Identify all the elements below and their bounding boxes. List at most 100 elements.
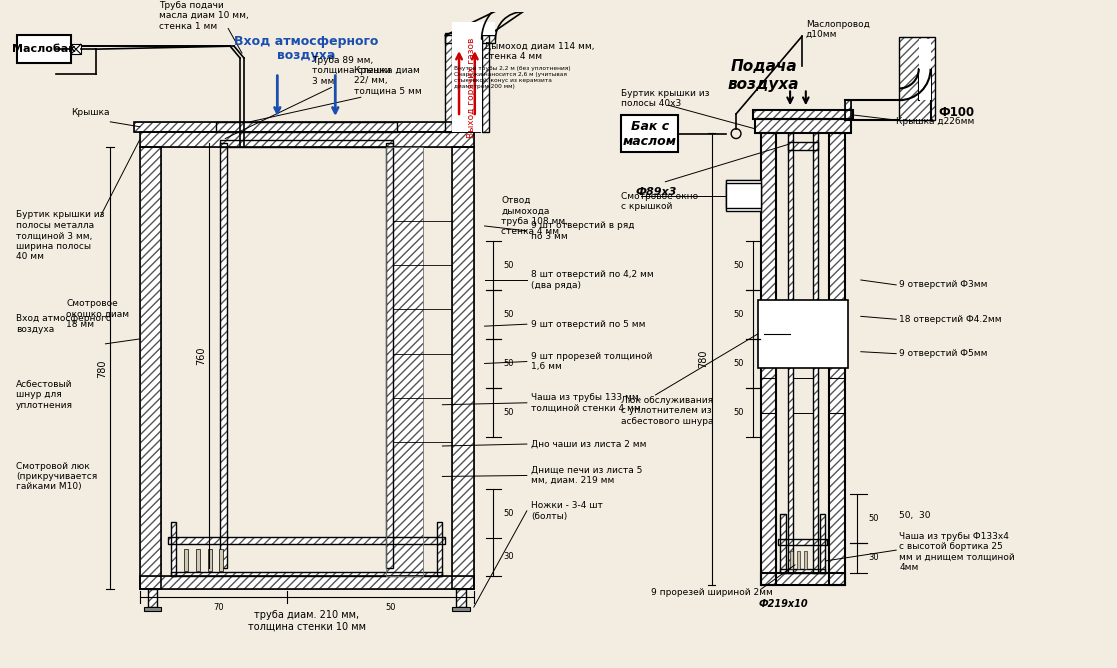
Bar — [755, 119, 851, 133]
Text: Вход атмосферного: Вход атмосферного — [233, 35, 378, 48]
Bar — [140, 148, 162, 589]
Text: 780: 780 — [698, 349, 708, 368]
Text: 50: 50 — [504, 261, 514, 270]
Bar — [217, 122, 398, 132]
Text: 50: 50 — [504, 310, 514, 319]
Bar — [171, 522, 176, 576]
Bar — [171, 572, 442, 576]
Text: 50: 50 — [734, 310, 744, 319]
Text: Смотровой люк
(прикручивается
гайками М10): Смотровой люк (прикручивается гайками М1… — [16, 462, 97, 492]
Bar — [171, 572, 442, 576]
Text: 30: 30 — [504, 552, 514, 562]
Text: 9 шт отверстий в ряд
по 3 мм: 9 шт отверстий в ряд по 3 мм — [531, 221, 634, 240]
Text: 18 отверстий Ф4.2мм: 18 отверстий Ф4.2мм — [899, 315, 1002, 324]
Text: Асбестовый
шнур для
уплотнения: Асбестовый шнур для уплотнения — [16, 380, 73, 410]
Text: Выход горячих газов: Выход горячих газов — [467, 37, 476, 138]
Text: Отвод
дымохода
труба 108 мм,
стенка 4 мм: Отвод дымохода труба 108 мм, стенка 4 мм — [502, 196, 569, 236]
Text: Труба 89 мм,
толщина стенки
3 мм: Труба 89 мм, толщина стенки 3 мм — [312, 56, 391, 86]
Text: Буртик крышки из
полосы металла
толщиной 3 мм,
ширина полосы
40 мм: Буртик крышки из полосы металла толщиной… — [16, 210, 105, 261]
Bar — [446, 33, 452, 132]
Text: Маслопровод
д10мм: Маслопровод д10мм — [805, 20, 870, 39]
Text: Крышка диам
22/ мм,
толщина 5 мм: Крышка диам 22/ мм, толщина 5 мм — [354, 65, 422, 96]
Text: Буртик крышки из
полосы 40х3: Буртик крышки из полосы 40х3 — [621, 89, 709, 108]
Bar — [820, 514, 825, 572]
Text: Подача
воздуха: Подача воздуха — [728, 59, 800, 92]
Text: Ножки - 3-4 шт
(болты): Ножки - 3-4 шт (болты) — [531, 501, 603, 520]
Bar — [846, 100, 851, 120]
Bar — [761, 133, 776, 584]
Text: 50: 50 — [504, 509, 514, 518]
Text: 50: 50 — [504, 359, 514, 368]
Bar — [134, 122, 479, 132]
Text: Люк обслуживания
с уплотнителем из
асбестового шнура: Люк обслуживания с уплотнителем из асбес… — [621, 395, 714, 426]
Text: Крышка: Крышка — [71, 108, 109, 118]
Text: Днище печи из листа 5
мм, диам. 219 мм: Днище печи из листа 5 мм, диам. 219 мм — [531, 466, 642, 485]
Text: 50: 50 — [385, 603, 395, 612]
Bar — [753, 110, 853, 119]
Bar — [789, 133, 793, 572]
Text: Чаша из трубы Ф133х4
с высотой бортика 25
мм и днищем толщиной
4мм: Чаша из трубы Ф133х4 с высотой бортика 2… — [899, 532, 1015, 572]
Text: Дно чаши из листа 2 мм: Дно чаши из листа 2 мм — [531, 440, 647, 448]
Bar — [386, 144, 393, 568]
Text: Бак с
маслом: Бак с маслом — [622, 120, 677, 148]
Bar — [169, 537, 446, 544]
Bar — [753, 110, 853, 119]
Bar — [386, 148, 422, 576]
Bar — [789, 133, 793, 572]
Text: Ф100: Ф100 — [938, 106, 974, 120]
Text: Маслобак: Маслобак — [11, 44, 76, 54]
Bar — [820, 514, 825, 572]
Text: Смотровое
окошко диам
18 мм: Смотровое окошко диам 18 мм — [66, 299, 130, 329]
Bar — [726, 180, 761, 211]
Bar — [846, 100, 851, 120]
Bar — [147, 589, 157, 607]
Bar — [830, 133, 846, 584]
Text: Внутри трубы 2,2 м (без уплотнения)
Снаружи наносится 2,6 м (учитывая
стыковкой,: Внутри трубы 2,2 м (без уплотнения) Снар… — [455, 66, 571, 89]
Bar — [899, 37, 935, 120]
Bar — [144, 607, 162, 611]
Bar — [726, 183, 761, 208]
Bar — [446, 35, 496, 43]
Text: 9 отверстий Ф5мм: 9 отверстий Ф5мм — [899, 349, 987, 358]
Bar — [140, 132, 474, 148]
Bar — [781, 514, 786, 572]
Text: 50: 50 — [734, 408, 744, 417]
Bar — [804, 551, 806, 568]
Bar — [452, 148, 474, 589]
Bar — [452, 607, 470, 611]
Bar — [755, 119, 851, 133]
Bar — [481, 33, 488, 132]
Text: 760: 760 — [197, 347, 207, 365]
Bar — [790, 551, 793, 568]
Bar — [481, 33, 488, 132]
Bar — [140, 576, 474, 589]
Bar — [452, 148, 474, 589]
Bar — [446, 35, 496, 43]
Text: 9 отверстий Ф3мм: 9 отверстий Ф3мм — [899, 281, 987, 289]
Bar — [781, 514, 786, 572]
Text: Ф89х3: Ф89х3 — [636, 186, 677, 196]
Bar — [781, 568, 825, 572]
Bar — [147, 589, 157, 607]
Bar — [830, 133, 846, 584]
Text: 9 прорезей шириной 2мм: 9 прорезей шириной 2мм — [650, 588, 773, 597]
Text: Вход атмосферного
воздуха: Вход атмосферного воздуха — [16, 315, 112, 334]
Bar — [899, 37, 935, 120]
Bar — [220, 140, 393, 148]
Bar — [208, 549, 211, 570]
Bar — [813, 133, 818, 572]
Bar — [621, 115, 678, 152]
Text: воздуха: воздуха — [277, 49, 335, 61]
Bar — [134, 122, 479, 132]
Bar — [452, 33, 481, 132]
Text: 70: 70 — [213, 603, 223, 612]
Bar — [71, 44, 80, 54]
Text: Смотровое окно
с крышкой: Смотровое окно с крышкой — [621, 192, 698, 211]
Bar — [456, 589, 466, 607]
Bar — [781, 568, 825, 572]
Text: труба диам. 210 мм,
толщина стенки 10 мм: труба диам. 210 мм, толщина стенки 10 мм — [248, 610, 365, 632]
Bar — [789, 142, 818, 150]
Bar — [761, 572, 846, 584]
Bar — [220, 144, 227, 568]
Bar — [438, 522, 442, 576]
